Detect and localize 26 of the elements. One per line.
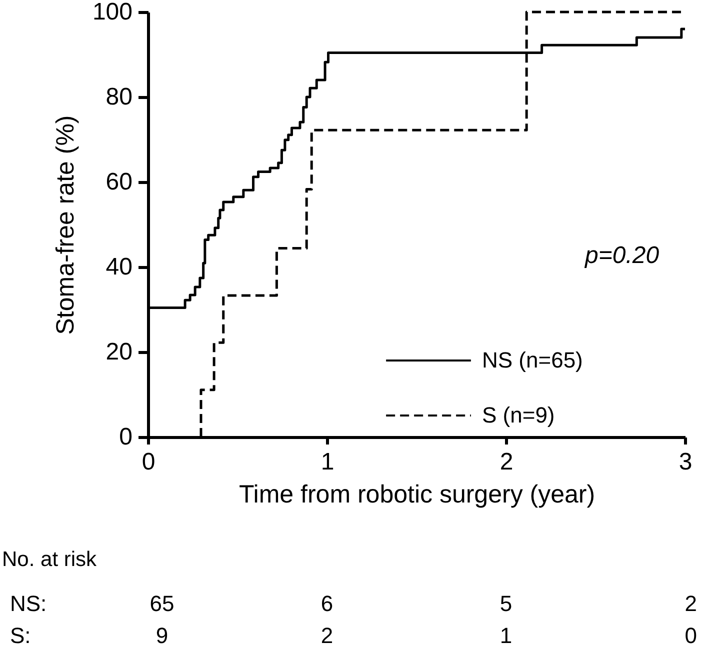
- text: 0: [684, 623, 697, 648]
- x-tick-label: 2: [500, 448, 514, 476]
- text: 65: [150, 591, 174, 616]
- y-tick-label: 80: [106, 84, 132, 110]
- text: NS:: [10, 591, 47, 616]
- y-tick-label: 40: [106, 254, 132, 280]
- y-tick-label: 20: [106, 338, 132, 366]
- legend-label: NS (n=65): [482, 348, 583, 372]
- legend-label: S (n=9): [482, 402, 555, 428]
- text: S:: [10, 623, 31, 648]
- text: 5: [500, 591, 512, 616]
- x-tick-label: 1: [320, 448, 334, 476]
- y-axis-title: Stoma-free rate (%): [51, 115, 80, 335]
- y-tick-label: 60: [106, 168, 132, 196]
- y-tick-label: 0: [119, 424, 132, 450]
- text: 2: [684, 591, 697, 616]
- text: 9: [156, 623, 168, 648]
- annotation: p=0.20: [584, 242, 660, 269]
- text: No. at risk: [2, 548, 98, 571]
- y-tick-label: 100: [92, 0, 132, 26]
- x-tick-label: 3: [678, 448, 692, 476]
- x-axis-title: Time from robotic surgery (year): [238, 480, 596, 508]
- text: 1: [500, 623, 512, 648]
- x-tick-label: 0: [142, 448, 156, 476]
- text: 6: [320, 591, 334, 616]
- text: 2: [320, 623, 334, 648]
